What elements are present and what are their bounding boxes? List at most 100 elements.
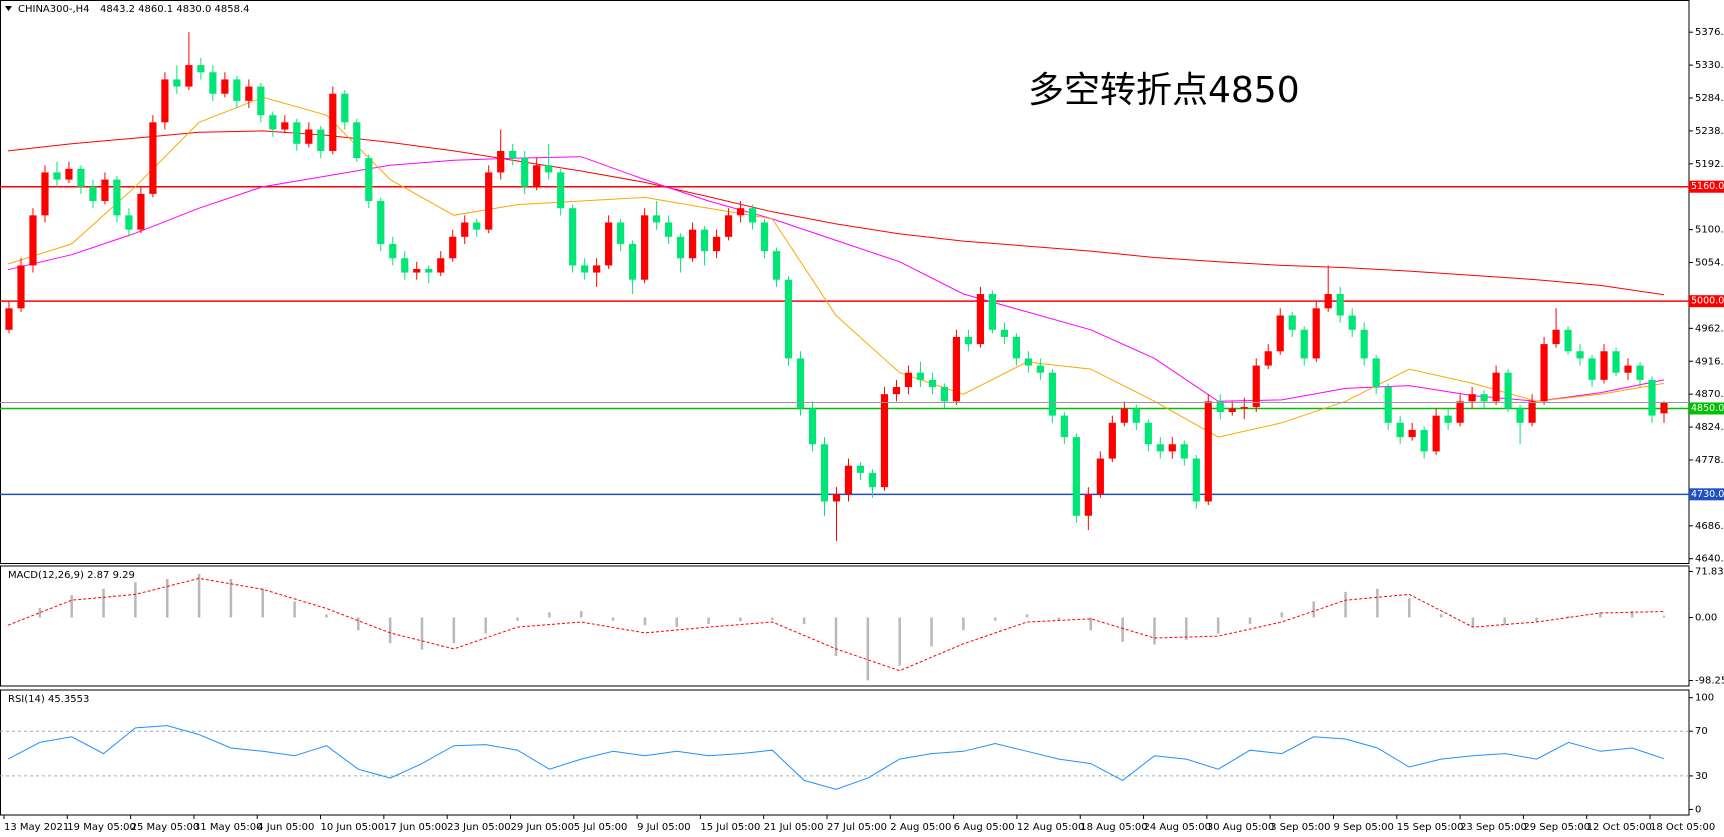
candle-body (1168, 444, 1176, 452)
y-tick-label: 5100.0 (1695, 225, 1724, 236)
candle-body (413, 268, 421, 273)
candle-body (1468, 394, 1476, 402)
y-tick-label: 30 (1695, 771, 1708, 782)
time-label: 25 May 05:00 (131, 822, 200, 833)
time-label: 23 Sep 05:00 (1460, 822, 1527, 833)
candle-body (401, 258, 409, 273)
time-label: 19 May 05:00 (67, 822, 136, 833)
rsi-plot (0, 725, 1689, 790)
candle-body (784, 279, 793, 359)
candle-body (1324, 294, 1332, 309)
candle-body (892, 387, 901, 395)
level-box (1689, 402, 1724, 415)
time-label: 23 Jun 05:00 (447, 822, 511, 833)
candle-body (605, 222, 613, 266)
y-tick-label: 4962.0 (1695, 323, 1724, 334)
time-label: 30 Aug 05:00 (1207, 822, 1274, 833)
main-plot (0, 32, 1689, 541)
y-tick-label: 4686.0 (1695, 521, 1724, 532)
level-label: 5000.0 (1691, 296, 1724, 307)
candle-body (1480, 394, 1488, 402)
candle-body (449, 236, 457, 259)
time-label: 18 Oct 05:00 (1650, 822, 1715, 833)
candle-body (593, 265, 601, 273)
y-tick-label: 5284.0 (1695, 93, 1724, 104)
candle-body (1336, 294, 1344, 316)
time-label: 3 Sep 05:00 (1270, 822, 1330, 833)
candle-body (772, 251, 781, 280)
candle-body (1180, 444, 1188, 459)
candle-body (868, 472, 877, 488)
candle-body (976, 294, 985, 345)
candle-body (485, 172, 493, 230)
candle-body (1504, 372, 1512, 409)
candle-body (700, 229, 709, 252)
candle-body (748, 208, 757, 223)
candle-body (844, 465, 853, 495)
candle-body (832, 494, 841, 502)
candle-body (545, 165, 553, 173)
candle-body (1264, 351, 1272, 366)
candle-body (1288, 315, 1296, 330)
candle-body (29, 215, 37, 266)
candle-body (173, 79, 181, 87)
candle-body (1192, 458, 1200, 502)
level-label: 4730.0 (1691, 489, 1724, 500)
candle-body (269, 115, 277, 130)
level-box (1689, 180, 1724, 193)
candle-body (1396, 422, 1404, 438)
rsi-line (7, 725, 1665, 790)
candle-body (629, 243, 637, 280)
candle-body (353, 122, 361, 159)
time-label: 12 Oct 05:00 (1587, 822, 1652, 833)
level-label: 5160.0 (1691, 181, 1724, 192)
y-tick-label: 70 (1695, 726, 1708, 737)
candle-body (928, 379, 937, 388)
y-tick-label: 4824.0 (1695, 422, 1724, 433)
candle-body (89, 186, 97, 202)
candle-body (377, 201, 385, 244)
candle-body (1132, 408, 1140, 423)
candle-body (808, 408, 817, 445)
candle-body (1600, 351, 1608, 380)
macd-panel (0, 565, 1690, 687)
candle-body (1636, 365, 1644, 380)
candle-body (724, 215, 733, 237)
candle-body (1588, 358, 1596, 380)
candle-body (641, 215, 649, 280)
time-label: 9 Jul 05:00 (637, 822, 691, 833)
candle-body (1420, 429, 1428, 452)
time-label: 15 Jul 05:00 (700, 822, 760, 833)
candle-body (329, 93, 337, 151)
candle-body (293, 122, 301, 144)
candle-body (1024, 358, 1032, 366)
time-label: 17 Jun 05:00 (384, 822, 448, 833)
ohlc-info: 4843.2 4860.1 4830.0 4858.4 (100, 4, 250, 15)
candle-body (305, 129, 313, 144)
candle-body (1360, 329, 1368, 359)
candle-body (1048, 372, 1056, 416)
moving-average (7, 96, 1665, 438)
menu-arrow[interactable] (5, 6, 12, 11)
candle-body (1408, 429, 1416, 438)
candle-body (1528, 401, 1536, 423)
candle-body (17, 265, 25, 309)
y-tick-label: 4870.0 (1695, 389, 1724, 400)
time-label: 9 Sep 05:00 (1333, 822, 1393, 833)
y-tick-label: -98.25 (1695, 676, 1724, 687)
candle-body (1144, 422, 1152, 445)
time-label: 2 Aug 05:00 (890, 822, 951, 833)
rsi-panel (0, 689, 1690, 816)
candle-body (1036, 365, 1044, 373)
candle-body (125, 215, 133, 230)
candle-body (688, 229, 697, 259)
candle-body (1576, 351, 1584, 359)
annotation: 多空转折点4850 (1028, 70, 1300, 111)
y-tick-label: 5238.0 (1695, 126, 1724, 137)
time-label: 27 Jul 05:00 (827, 822, 887, 833)
candle-body (617, 222, 625, 244)
candle-body (964, 336, 973, 345)
candle-body (185, 65, 193, 87)
candle-body (1444, 415, 1452, 423)
candle-body (161, 79, 169, 123)
